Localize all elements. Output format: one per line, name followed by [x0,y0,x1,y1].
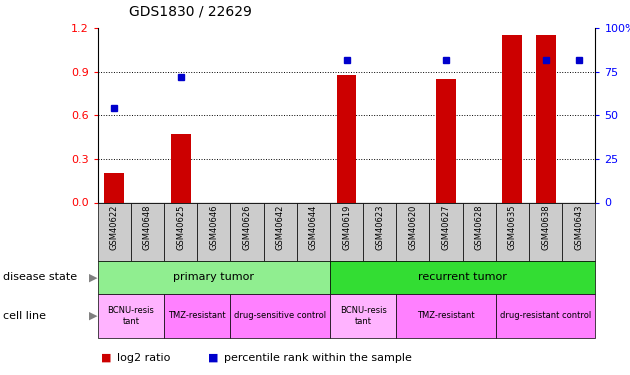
Bar [529,202,562,261]
Text: GSM40648: GSM40648 [143,204,152,250]
Text: ▶: ▶ [89,311,98,321]
Bar [503,35,522,203]
Text: GSM40620: GSM40620 [408,204,417,250]
Bar [98,202,131,261]
Text: drug-sensitive control: drug-sensitive control [234,311,326,320]
Text: disease state: disease state [3,273,77,282]
Text: ■: ■ [101,353,112,363]
Text: BCNU-resis
tant: BCNU-resis tant [107,306,154,326]
Text: primary tumor: primary tumor [173,273,255,282]
Text: ■: ■ [208,353,219,363]
Bar [436,79,456,203]
Bar [330,202,363,261]
Text: GSM40625: GSM40625 [176,204,185,250]
Text: GSM40628: GSM40628 [475,204,484,250]
Bar [330,294,396,338]
Text: log2 ratio: log2 ratio [117,353,170,363]
Text: GSM40638: GSM40638 [541,204,550,250]
Bar [164,294,231,338]
Bar [496,294,595,338]
Bar [462,202,496,261]
Text: BCNU-resis
tant: BCNU-resis tant [340,306,387,326]
Bar [297,202,330,261]
Text: GSM40642: GSM40642 [276,204,285,250]
Bar [98,261,330,294]
Bar [330,261,595,294]
Bar [197,202,231,261]
Bar [231,294,330,338]
Text: GSM40627: GSM40627 [442,204,450,250]
Bar [231,202,263,261]
Bar [536,35,556,203]
Text: TMZ-resistant: TMZ-resistant [168,311,226,320]
Text: recurrent tumor: recurrent tumor [418,273,507,282]
Bar [396,294,496,338]
Text: GDS1830 / 22629: GDS1830 / 22629 [129,5,252,19]
Text: GSM40626: GSM40626 [243,204,251,250]
Text: GSM40619: GSM40619 [342,204,351,250]
Text: GSM40622: GSM40622 [110,204,118,250]
Text: percentile rank within the sample: percentile rank within the sample [224,353,411,363]
Text: GSM40644: GSM40644 [309,204,318,250]
Bar [98,294,164,338]
Bar [430,202,462,261]
Text: TMZ-resistant: TMZ-resistant [417,311,475,320]
Text: GSM40643: GSM40643 [575,204,583,250]
Bar [363,202,396,261]
Text: GSM40646: GSM40646 [209,204,218,250]
Bar [263,202,297,261]
Bar [105,173,124,202]
Bar [336,75,357,202]
Bar [164,202,197,261]
Bar [496,202,529,261]
Text: ▶: ▶ [89,273,98,282]
Bar [131,202,164,261]
Text: GSM40623: GSM40623 [375,204,384,250]
Text: cell line: cell line [3,311,46,321]
Text: GSM40635: GSM40635 [508,204,517,250]
Bar [396,202,430,261]
Bar [171,134,190,202]
Text: drug-resistant control: drug-resistant control [500,311,591,320]
Bar [562,202,595,261]
